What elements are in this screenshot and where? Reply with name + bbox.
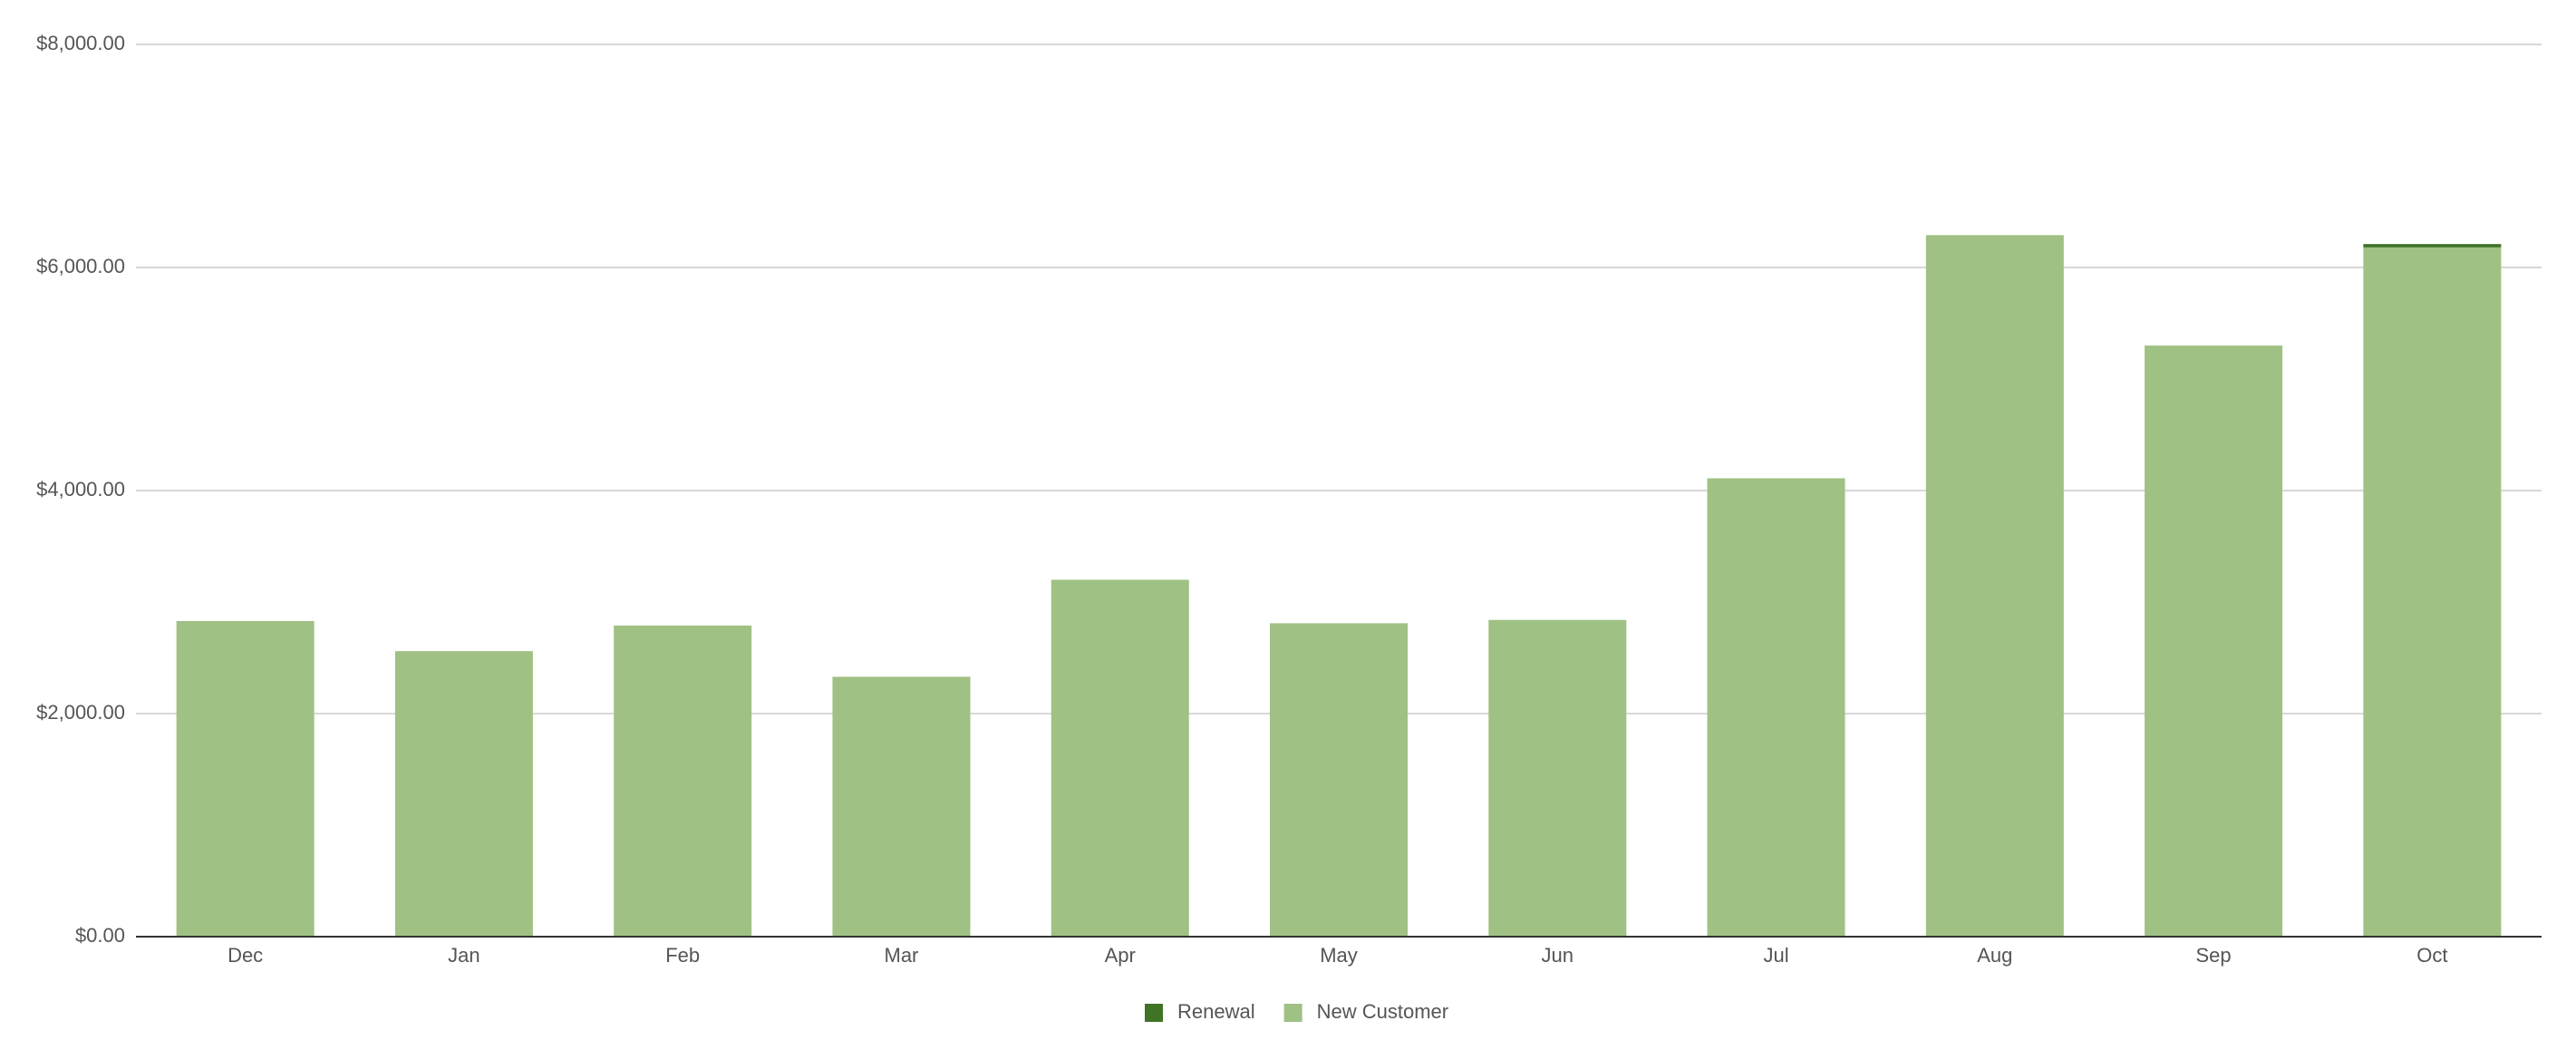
bar-segment <box>2145 345 2283 938</box>
x-tick-label: Feb <box>665 944 700 967</box>
bar-segment <box>832 676 971 937</box>
legend-label: New Customer <box>1317 1000 1448 1023</box>
bar-segment <box>1925 235 2064 938</box>
y-tick-label: $6,000.00 <box>36 255 125 277</box>
y-tick-label: $0.00 <box>75 924 125 947</box>
x-tick-label: Jun <box>1542 944 1574 967</box>
x-tick-label: Dec <box>228 944 263 967</box>
legend-swatch <box>1145 1004 1163 1022</box>
x-tick-label: Jan <box>448 944 479 967</box>
x-tick-label: Apr <box>1105 944 1136 967</box>
bar-segment <box>394 651 533 937</box>
x-tick-label: Mar <box>885 944 919 967</box>
bar-segment <box>1269 623 1409 937</box>
x-tick-label: Sep <box>2196 944 2232 967</box>
bar-segment <box>1488 619 1627 937</box>
bar-segment <box>1051 579 1189 937</box>
x-tick-label: Oct <box>2416 944 2447 967</box>
y-tick-label: $8,000.00 <box>36 32 125 54</box>
bar-segment <box>1707 478 1845 937</box>
bar-segment <box>614 625 752 937</box>
bar-segment <box>2363 244 2502 248</box>
y-tick-label: $4,000.00 <box>36 478 125 501</box>
bar-segment <box>2363 247 2502 937</box>
y-tick-label: $2,000.00 <box>36 701 125 724</box>
x-tick-label: May <box>1320 944 1358 967</box>
x-tick-label: Aug <box>1977 944 2012 967</box>
bar-segment <box>176 620 315 937</box>
legend-label: Renewal <box>1177 1000 1255 1023</box>
x-tick-label: Jul <box>1763 944 1788 967</box>
legend-swatch <box>1283 1004 1303 1022</box>
